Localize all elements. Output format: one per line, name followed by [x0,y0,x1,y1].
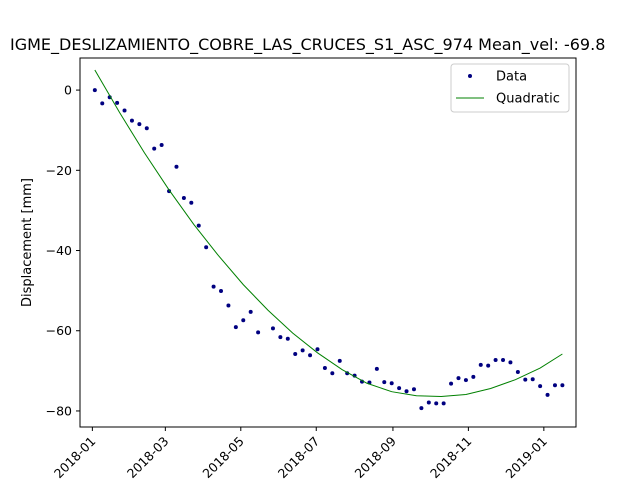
legend-label-data: Data [496,70,527,85]
data-point [493,358,498,363]
data-point [270,326,275,331]
data-point [515,370,520,375]
data-point [308,353,313,358]
legend: Data Quadratic [450,63,570,113]
x-tick-label: 2018-03 [124,434,172,480]
data-point [449,381,454,386]
data-point [226,303,231,308]
data-point [523,377,528,382]
data-point [196,223,201,228]
chart-title: IGME_DESLIZAMIENTO_COBRE_LAS_CRUCES_S1_A… [10,35,605,55]
data-point [478,362,483,367]
data-point [397,386,402,391]
data-point [404,389,409,394]
x-tick-label: 2018-11 [427,434,475,480]
plot-area [92,69,565,411]
data-point [471,374,476,379]
x-tick-label: 2018-09 [352,433,400,480]
data-point [389,381,394,386]
x-axis: 2018-01 2018-03 2018-05 2018-07 2018-09 2018-… [51,427,550,480]
data-point [285,336,290,341]
legend-data-marker [468,74,472,78]
x-tick-label: 2018-05 [199,434,247,480]
x-tick-label: 2018-07 [275,434,323,480]
data-point [300,348,305,353]
data-point [189,200,194,205]
data-point [233,325,238,330]
data-point [501,358,506,363]
y-axis: 0 −20 −40 −60 −80 [46,83,80,418]
data-point [426,400,431,405]
data-point [181,195,186,200]
y-tick-label: −80 [46,403,72,418]
data-point [204,245,209,250]
data-point [152,146,157,151]
data-point [144,126,149,131]
data-point [100,101,105,106]
data-point [315,347,320,352]
data-point [456,376,461,381]
data-point [538,384,543,389]
y-tick-label: 0 [64,83,72,98]
data-point [256,330,261,335]
data-point [337,358,342,363]
data-point [278,335,283,340]
data-point [322,366,327,371]
data-point [129,118,134,123]
legend-box [450,63,570,113]
legend-label-quadratic: Quadratic [496,92,560,107]
data-point [115,100,120,105]
plot-frame [79,57,577,428]
y-tick-label: −20 [46,163,72,178]
data-point [122,108,127,113]
data-point [374,366,379,371]
data-point [248,309,253,314]
data-point [434,401,439,406]
data-point [211,284,216,289]
data-point [441,401,446,406]
y-tick-label: −60 [46,323,72,338]
data-point [241,318,246,323]
data-point [530,377,535,382]
data-point [463,378,468,383]
data-point [411,387,416,392]
data-point [419,406,424,411]
data-point [486,363,491,368]
data-point [545,392,550,397]
y-tick-label: −40 [46,243,72,258]
x-tick-label: 2019-01 [502,434,550,480]
data-point [293,352,298,356]
data-point [159,143,164,148]
data-point [137,122,142,127]
data-point [508,360,513,365]
x-tick-label: 2018-01 [51,434,99,480]
data-point [560,383,565,388]
data-point [330,371,335,376]
y-axis-label: Displacement [mm] [20,178,35,307]
data-point [382,380,387,385]
data-point [219,289,224,294]
quadratic-fit-line [94,69,563,398]
data-point [92,88,97,93]
data-point [552,383,557,388]
data-point [174,164,179,169]
